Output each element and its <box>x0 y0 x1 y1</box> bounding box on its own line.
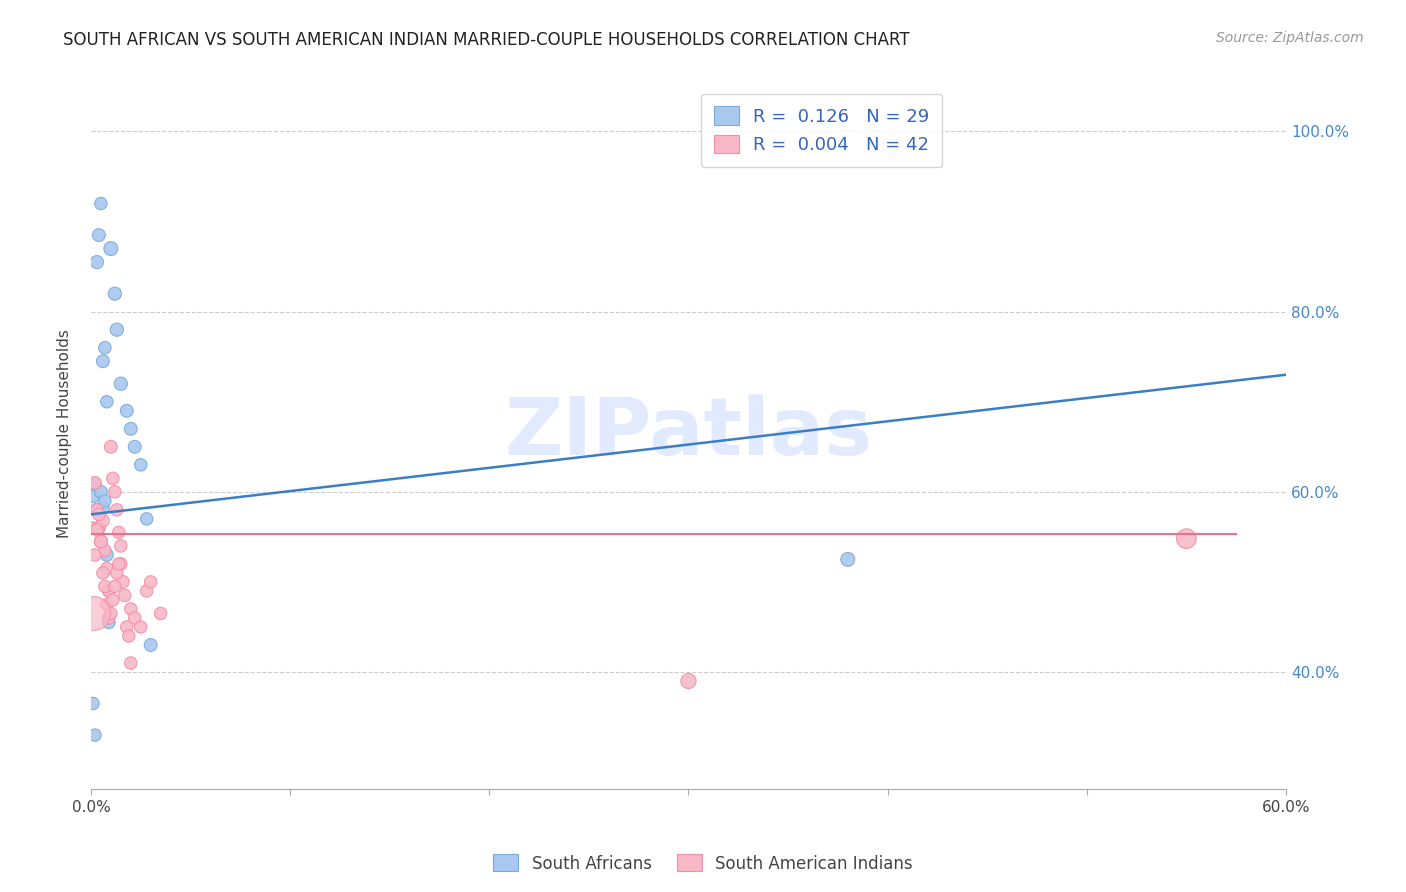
Point <box>94 341 117 355</box>
Point <box>100 607 122 621</box>
Point <box>110 557 132 571</box>
Point <box>100 440 122 454</box>
Point <box>96 548 118 562</box>
Point <box>96 561 118 575</box>
Text: ZIPatlas: ZIPatlas <box>505 394 873 472</box>
Point <box>105 503 128 517</box>
Point <box>96 394 118 409</box>
Point <box>129 620 152 634</box>
Point <box>97 611 120 625</box>
Point <box>91 566 114 580</box>
Point <box>86 523 108 537</box>
Point <box>678 673 700 688</box>
Point <box>86 503 108 517</box>
Point <box>82 521 104 535</box>
Point <box>87 521 110 535</box>
Y-axis label: Married-couple Households: Married-couple Households <box>58 329 72 538</box>
Point <box>97 583 120 598</box>
Point <box>101 593 124 607</box>
Point <box>86 255 108 269</box>
Point <box>139 574 162 589</box>
Point <box>105 566 128 580</box>
Point <box>104 484 127 499</box>
Point <box>115 404 138 418</box>
Point <box>108 557 131 571</box>
Point <box>104 579 127 593</box>
Point <box>110 539 132 553</box>
Point <box>149 607 172 621</box>
Point <box>84 477 107 491</box>
Point <box>135 512 157 526</box>
Point <box>96 598 118 612</box>
Point <box>115 620 138 634</box>
Point <box>837 552 859 566</box>
Point <box>90 196 112 211</box>
Point <box>118 629 141 643</box>
Point <box>82 489 104 503</box>
Point <box>97 615 120 630</box>
Point <box>135 583 157 598</box>
Point <box>94 543 117 558</box>
Point <box>124 611 146 625</box>
Point <box>114 589 136 603</box>
Point <box>100 242 122 256</box>
Point <box>84 475 107 490</box>
Point <box>87 228 110 243</box>
Point <box>90 534 112 549</box>
Point <box>101 471 124 485</box>
Point <box>91 514 114 528</box>
Point <box>94 494 117 508</box>
Point <box>91 354 114 368</box>
Point <box>120 602 142 616</box>
Point <box>104 286 127 301</box>
Point <box>120 422 142 436</box>
Point <box>91 501 114 516</box>
Point <box>90 534 112 549</box>
Point <box>84 548 107 562</box>
Point <box>97 583 120 598</box>
Point <box>108 525 131 540</box>
Point <box>1175 532 1198 546</box>
Point <box>87 508 110 522</box>
Point <box>94 579 117 593</box>
Point <box>105 323 128 337</box>
Point <box>86 503 108 517</box>
Point <box>139 638 162 652</box>
Point <box>129 458 152 472</box>
Point <box>84 728 107 742</box>
Point <box>120 656 142 670</box>
Point <box>82 607 104 621</box>
Text: SOUTH AFRICAN VS SOUTH AMERICAN INDIAN MARRIED-COUPLE HOUSEHOLDS CORRELATION CHA: SOUTH AFRICAN VS SOUTH AMERICAN INDIAN M… <box>63 31 910 49</box>
Legend: R =  0.126   N = 29, R =  0.004   N = 42: R = 0.126 N = 29, R = 0.004 N = 42 <box>702 94 942 167</box>
Point <box>87 521 110 535</box>
Text: Source: ZipAtlas.com: Source: ZipAtlas.com <box>1216 31 1364 45</box>
Point <box>110 376 132 391</box>
Point <box>111 574 134 589</box>
Legend: South Africans, South American Indians: South Africans, South American Indians <box>486 847 920 880</box>
Point <box>124 440 146 454</box>
Point <box>90 484 112 499</box>
Point <box>82 697 104 711</box>
